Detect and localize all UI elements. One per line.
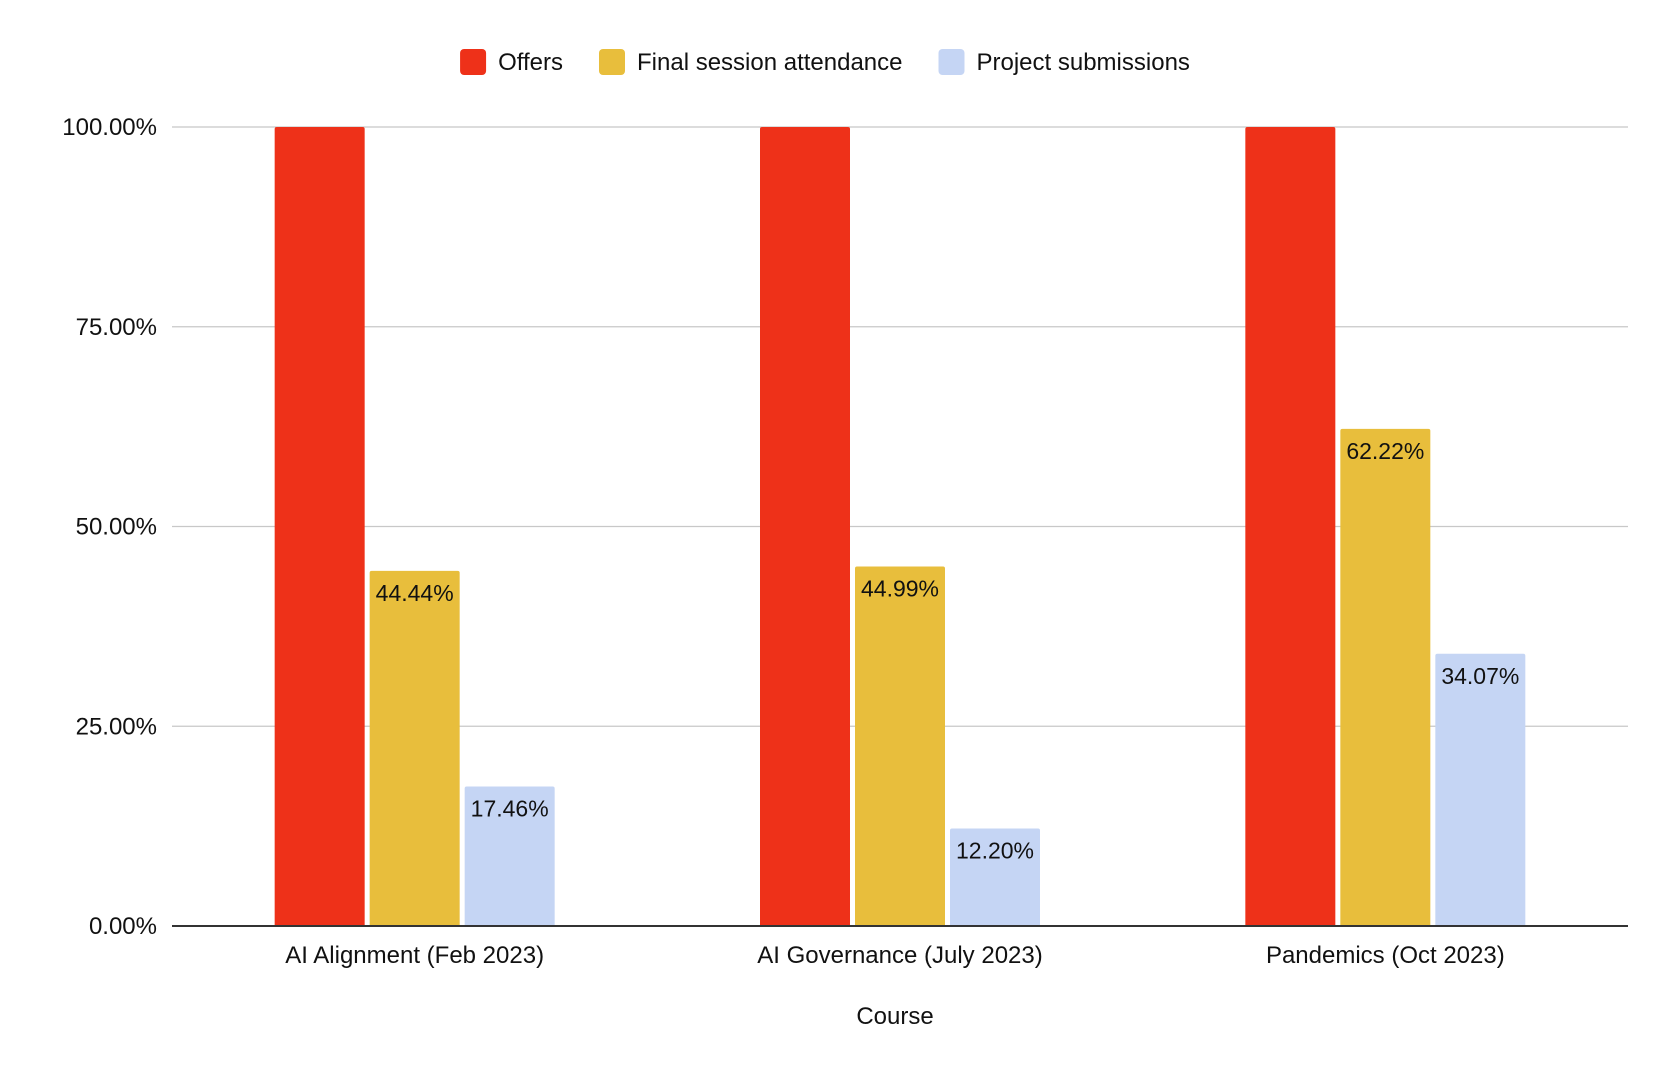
bar-offers: [274, 127, 365, 926]
data-label: 17.46%: [471, 795, 549, 821]
bar-project-submissions: [1435, 653, 1526, 926]
bar-project-submissions: [464, 786, 555, 926]
data-labels: 44.44% 17.46% 44.99% 12.20% 62.22% 34.07%: [376, 438, 1520, 864]
x-tick-label: AI Governance (July 2023): [757, 942, 1042, 969]
legend-label: Offers: [498, 49, 563, 76]
data-label: 44.44%: [376, 580, 454, 606]
data-label: 44.99%: [861, 576, 939, 602]
data-label: 62.22%: [1346, 438, 1424, 464]
bar-project-submissions: [950, 828, 1040, 926]
legend-label: Project submissions: [977, 49, 1190, 76]
data-label: 34.07%: [1441, 663, 1519, 689]
bars: [274, 127, 1526, 926]
data-label: 12.20%: [956, 838, 1034, 864]
bar-final-session-attendance: [1340, 428, 1431, 926]
legend-label: Final session attendance: [637, 49, 903, 76]
y-tick-label: 0.00%: [89, 913, 157, 940]
x-tick-label: AI Alignment (Feb 2023): [285, 942, 544, 969]
bar-final-session-attendance: [855, 566, 945, 926]
y-tick-label: 100.00%: [62, 114, 157, 141]
y-tick-label: 50.00%: [76, 514, 157, 541]
legend-swatch: [599, 49, 625, 75]
x-axis-title: Course: [856, 1003, 933, 1030]
bar-offers: [1245, 127, 1336, 926]
bar-offers: [760, 127, 850, 926]
y-tick-label: 75.00%: [76, 314, 157, 341]
x-tick-label: Pandemics (Oct 2023): [1266, 942, 1505, 969]
legend-swatch: [460, 49, 487, 75]
bar-final-session-attendance: [369, 570, 460, 926]
axes: 0.00% 25.00% 50.00% 75.00% 100.00% AI Alignme…: [62, 114, 1628, 969]
legend: Offers Final session attendance Project su…: [460, 49, 1190, 76]
y-tick-label: 25.00%: [76, 713, 157, 740]
legend-swatch: [938, 49, 965, 75]
